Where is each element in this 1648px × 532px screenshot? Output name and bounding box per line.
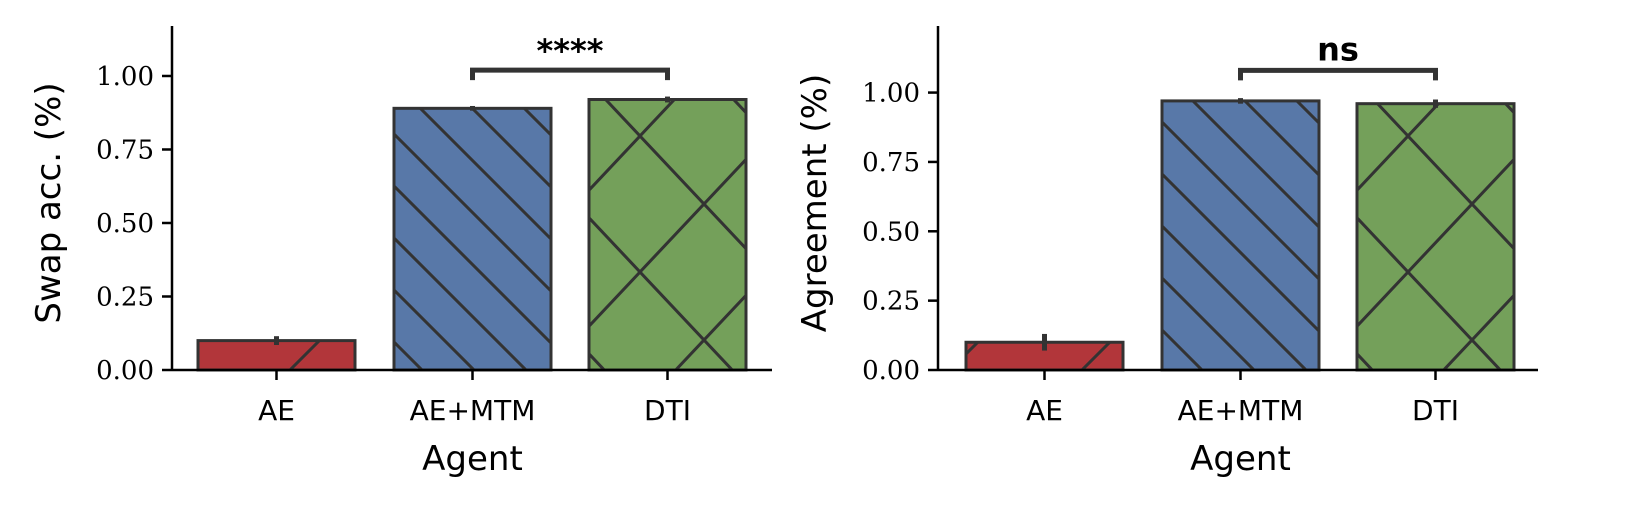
significance-bracket: [470, 67, 670, 81]
x-axis-title: Agent: [1190, 439, 1291, 479]
significance-bracket: [1238, 67, 1438, 81]
x-tick-label: DTI: [644, 394, 691, 427]
bar-hatch-ae-mtm: [1160, 99, 1321, 372]
x-axis-title: Agent: [422, 439, 523, 479]
x-tick-label: AE: [1026, 394, 1063, 427]
chart-panel-swap-accuracy: 0.00 0.25 0.50 0.75 1.00 AE AE+MTM DTI Agent Swap…: [29, 26, 772, 479]
x-tick-label: AE: [258, 394, 295, 427]
y-tick-label: 1.00: [862, 79, 920, 109]
x-tick-label: AE+MTM: [1178, 394, 1304, 427]
y-tick-label: 0.50: [96, 209, 154, 239]
chart-panel-agreement: 0.00 0.25 0.50 0.75 1.00 AE AE+MTM DTI Agent Agre…: [795, 26, 1538, 479]
bar-hatch-dti: [587, 98, 748, 372]
y-tick-label: 0.75: [862, 148, 920, 178]
y-tick-label: 0.25: [96, 282, 154, 312]
y-tick-label: 1.00: [96, 62, 154, 92]
y-tick-label: 0.75: [96, 135, 154, 165]
bar-hatch-ae-mtm: [392, 106, 553, 372]
y-axis-title: Agreement (%): [795, 74, 835, 332]
y-tick-label: 0.00: [862, 356, 920, 386]
y-axis-title: Swap acc. (%): [29, 82, 69, 323]
x-tick-label: DTI: [1412, 394, 1459, 427]
y-tick-label: 0.00: [96, 356, 154, 386]
significance-label: ns: [1317, 30, 1359, 68]
bar-hatch-dti: [1355, 102, 1516, 372]
y-tick-label: 0.50: [862, 217, 920, 247]
significance-label: ****: [537, 32, 604, 70]
x-tick-label: AE+MTM: [410, 394, 536, 427]
y-tick-label: 0.25: [862, 287, 920, 317]
bar-hatch-ae: [196, 339, 357, 372]
